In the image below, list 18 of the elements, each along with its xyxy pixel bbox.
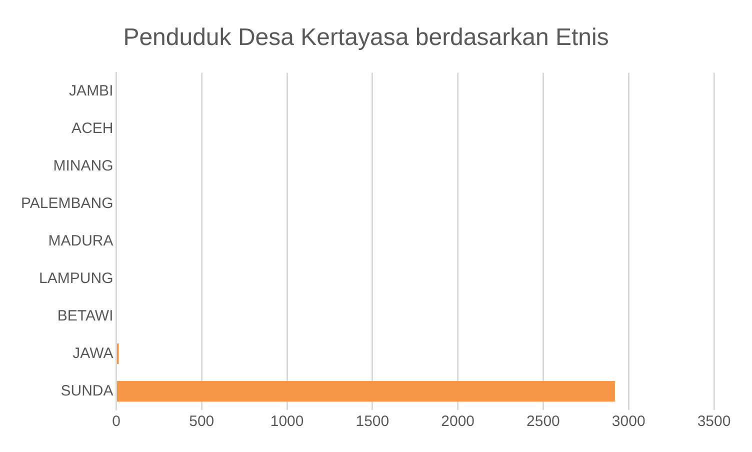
x-tick-label: 1500 [356, 413, 390, 430]
y-tick-label: ACEH [72, 120, 114, 138]
x-tick-label: 3500 [697, 413, 731, 430]
x-tick-label: 2000 [441, 413, 475, 430]
y-tick-label: LAMPUNG [39, 270, 114, 288]
y-tick-label: JAWA [72, 344, 114, 362]
x-tick-label: 500 [189, 413, 214, 430]
x-tick-label: 0 [112, 413, 120, 430]
y-tick-label: MINANG [53, 158, 114, 175]
chart-title: Penduduk Desa Kertayasa berdasarkan Etnis [123, 24, 609, 52]
y-tick-label: PALEMBANG [21, 195, 114, 212]
y-tick-label: MADURA [48, 232, 114, 250]
y-tick-label: BETAWI [57, 307, 114, 324]
x-tick-label: 1000 [270, 413, 304, 430]
x-tick-label: 2500 [526, 413, 560, 430]
y-tick-label: JAMBI [69, 82, 114, 100]
y-tick-label: SUNDA [60, 382, 114, 400]
x-tick-label: 3000 [612, 413, 646, 430]
